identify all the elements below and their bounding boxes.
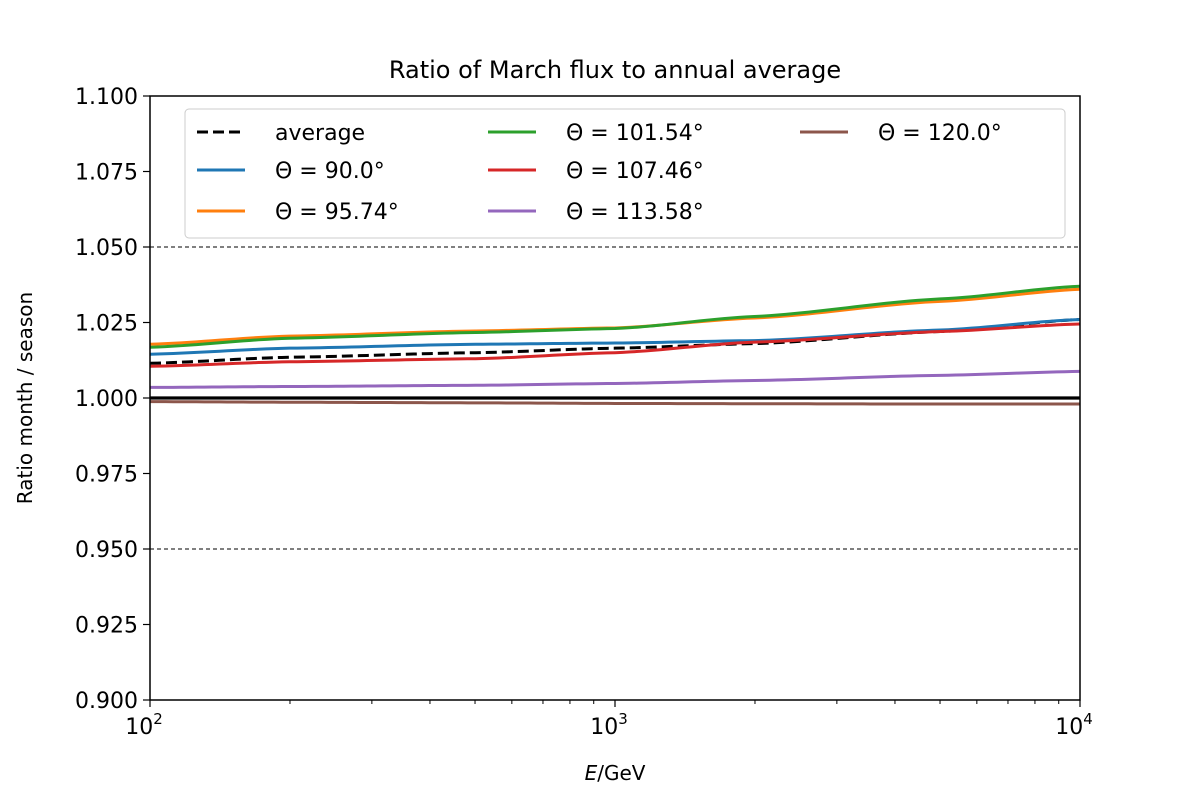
y-tick-label-0: 0.900 xyxy=(75,689,138,714)
series-lines xyxy=(149,284,1081,406)
y-axis-label: Ratio month / season xyxy=(13,292,37,504)
legend-label-1: Θ = 90.0° xyxy=(275,159,385,184)
y-axis-ticks: 0.900 0.925 0.950 0.975 1.000 1.025 1.050 1.075… xyxy=(75,85,150,714)
series-line-1 xyxy=(149,317,1081,356)
x-tick-label-2: 104 xyxy=(1055,710,1093,740)
legend-box xyxy=(184,108,1066,239)
y-tick-label-1: 0.925 xyxy=(75,614,138,639)
legend-label-6: Θ = 120.0° xyxy=(878,121,1002,146)
x-tick-label-0: 102 xyxy=(125,710,163,740)
y-tick-label-5: 1.025 xyxy=(75,312,138,337)
x-axis-ticks: 102 103 104 xyxy=(125,700,1093,740)
y-tick-label-6: 1.050 xyxy=(75,236,138,261)
reference-lines xyxy=(150,246,1080,550)
y-tick-label-3: 0.975 xyxy=(75,463,138,488)
chart-title: Ratio of March flux to annual average xyxy=(389,56,841,84)
y-tick-label-2: 0.950 xyxy=(75,538,138,563)
y-tick-label-7: 1.075 xyxy=(75,161,138,186)
series-line-5 xyxy=(149,369,1081,389)
x-tick-label-1: 103 xyxy=(590,710,628,740)
legend-label-5: Θ = 113.58° xyxy=(566,200,704,225)
series-line-3 xyxy=(149,284,1081,349)
x-axis-label: E/GeV xyxy=(585,761,646,785)
legend-label-0: average xyxy=(275,121,365,146)
legend: average Θ = 90.0° Θ = 95.74° Θ = 101.54° Θ =… xyxy=(184,108,1066,239)
legend-label-2: Θ = 95.74° xyxy=(275,200,399,225)
legend-label-4: Θ = 107.46° xyxy=(566,159,704,184)
y-tick-label-4: 1.000 xyxy=(75,387,138,412)
series-line-0 xyxy=(149,317,1081,365)
y-tick-label-8: 1.100 xyxy=(75,85,138,110)
series-line-6 xyxy=(149,400,1080,406)
series-line-4 xyxy=(149,322,1081,368)
x-axis-label-variable: E xyxy=(585,761,598,785)
x-axis-label-unit: /GeV xyxy=(597,761,646,785)
legend-label-3: Θ = 101.54° xyxy=(566,121,704,146)
